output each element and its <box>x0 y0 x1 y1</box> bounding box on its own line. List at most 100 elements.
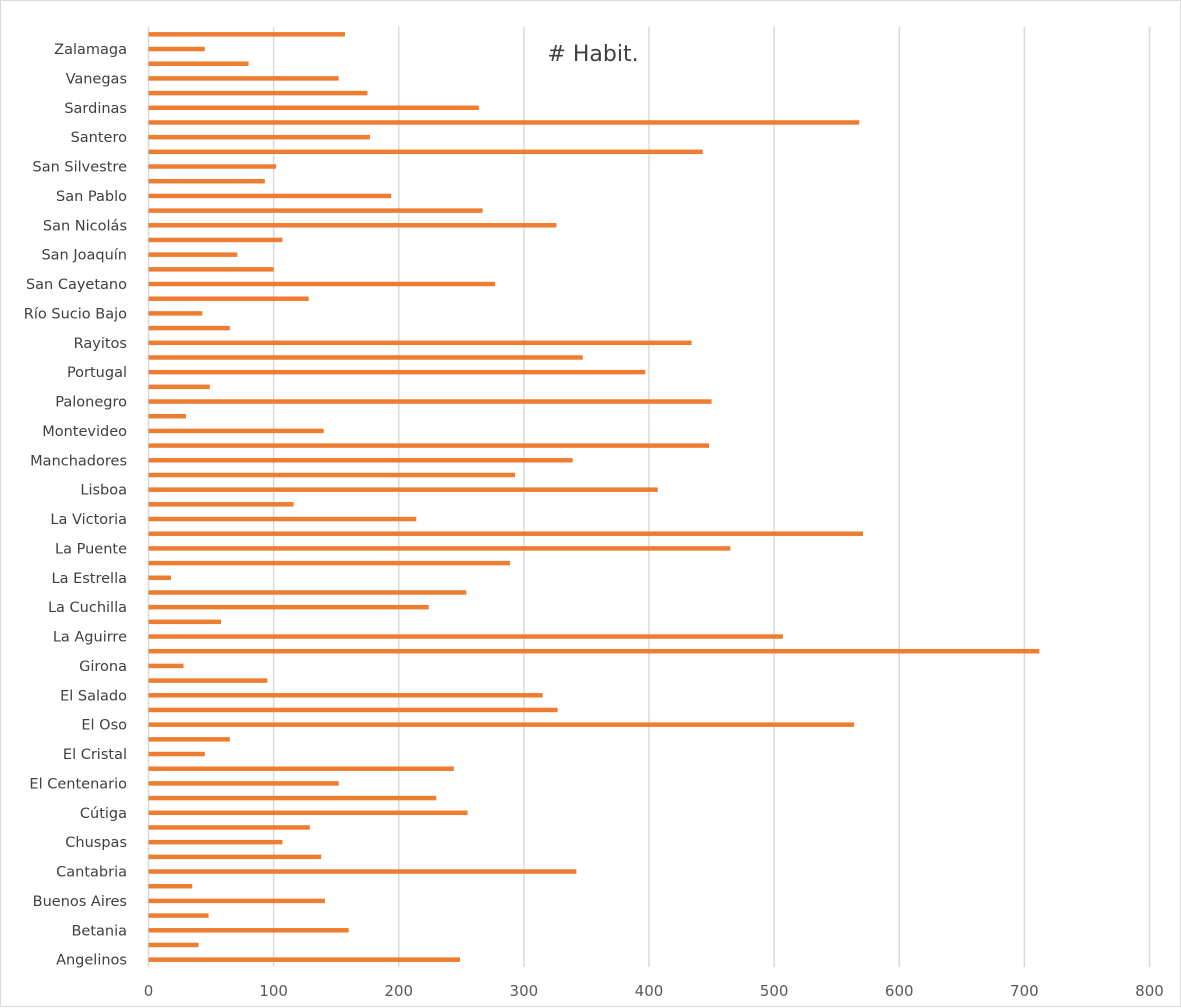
bar <box>148 267 274 272</box>
x-axis-ticks: 0 100 200 300 400 500 600 700 800 <box>144 982 1164 1000</box>
category-label: Sardinas <box>64 101 127 117</box>
bar <box>148 487 658 492</box>
bar <box>148 281 496 287</box>
category-label: San Silvestre <box>33 160 128 176</box>
bar <box>148 458 573 463</box>
bar <box>148 928 349 933</box>
bar <box>148 223 557 228</box>
bar <box>148 32 345 37</box>
bar <box>148 751 205 757</box>
chart-title: # Habit. <box>547 42 638 67</box>
bar <box>148 296 309 301</box>
category-label: Cantabria <box>56 865 127 881</box>
bar <box>148 178 265 184</box>
bar <box>148 90 368 96</box>
category-label: Portugal <box>67 365 127 381</box>
bar <box>148 252 238 257</box>
category-label: Vanegas <box>66 71 127 87</box>
bar <box>148 781 339 786</box>
bar <box>148 795 437 801</box>
bar <box>148 120 860 125</box>
x-tick-label: 800 <box>1135 982 1164 1000</box>
bar <box>148 325 230 331</box>
bar <box>148 663 184 669</box>
bar <box>148 825 310 830</box>
bar <box>148 443 710 448</box>
bar <box>148 105 479 111</box>
bar <box>148 604 429 610</box>
category-label: Palonegro <box>55 395 127 411</box>
bar <box>148 472 516 478</box>
bar <box>148 413 187 419</box>
bar <box>148 883 193 889</box>
category-label: La Aguirre <box>53 630 127 646</box>
bar <box>148 722 855 727</box>
y-axis-categories: Angelinos Betania Buenos Aires Cantabria Chu… <box>24 42 127 969</box>
category-label: El Centenario <box>29 776 127 792</box>
grid-lines <box>147 27 1151 967</box>
category-label: Betania <box>71 923 127 939</box>
bar <box>148 428 324 434</box>
category-label: La Puente <box>55 541 127 557</box>
bar <box>148 575 172 581</box>
bar <box>148 913 209 918</box>
bar <box>148 737 230 742</box>
category-label: Rayitos <box>74 336 127 352</box>
bar <box>148 502 294 507</box>
category-label: San Joaquín <box>41 248 127 264</box>
category-label: El Cristal <box>63 747 127 763</box>
bar <box>148 810 468 816</box>
bar <box>148 590 467 595</box>
bar <box>148 619 222 625</box>
bar <box>148 46 205 52</box>
category-label: Chuspas <box>65 835 127 851</box>
bar <box>148 149 703 155</box>
category-label: San Nicolás <box>43 218 127 234</box>
bar <box>148 678 268 683</box>
bar <box>148 531 863 536</box>
bar <box>148 61 249 66</box>
x-tick-label: 500 <box>760 982 789 1000</box>
x-tick-label: 400 <box>635 982 664 1000</box>
bar <box>148 854 322 860</box>
category-label: Manchadores <box>30 453 127 469</box>
x-tick-label: 100 <box>259 982 288 1000</box>
bar <box>148 384 210 390</box>
category-label: La Cuchilla <box>48 600 127 616</box>
category-label: Santero <box>71 130 128 146</box>
bar <box>148 369 646 375</box>
bar <box>148 839 283 845</box>
x-tick-label: 700 <box>1010 982 1039 1000</box>
category-label: Zalamaga <box>54 42 127 58</box>
category-label: Montevideo <box>42 424 127 440</box>
bar <box>148 546 731 551</box>
bar <box>148 693 543 698</box>
bars <box>148 32 1040 962</box>
category-label: El Salado <box>60 688 127 704</box>
bar <box>148 76 339 81</box>
category-label: Buenos Aires <box>33 894 127 910</box>
bar <box>148 957 461 962</box>
category-label: San Pablo <box>56 189 127 205</box>
category-label: La Estrella <box>52 571 127 587</box>
bar <box>148 942 199 948</box>
x-tick-label: 0 <box>144 982 154 1000</box>
category-label: Río Sucio Bajo <box>24 306 127 322</box>
x-tick-label: 200 <box>384 982 413 1000</box>
bar <box>148 898 325 904</box>
bar <box>148 516 417 522</box>
bar <box>148 634 783 639</box>
bar <box>148 340 692 346</box>
category-label: San Cayetano <box>26 277 127 293</box>
bar <box>148 766 454 771</box>
bar <box>148 648 1040 654</box>
category-label: La Victoria <box>50 512 127 528</box>
bar <box>148 193 392 199</box>
x-tick-label: 600 <box>885 982 914 1000</box>
x-tick-label: 300 <box>510 982 539 1000</box>
category-label: Angelinos <box>56 953 127 969</box>
bar <box>148 311 203 316</box>
bar <box>148 355 583 360</box>
